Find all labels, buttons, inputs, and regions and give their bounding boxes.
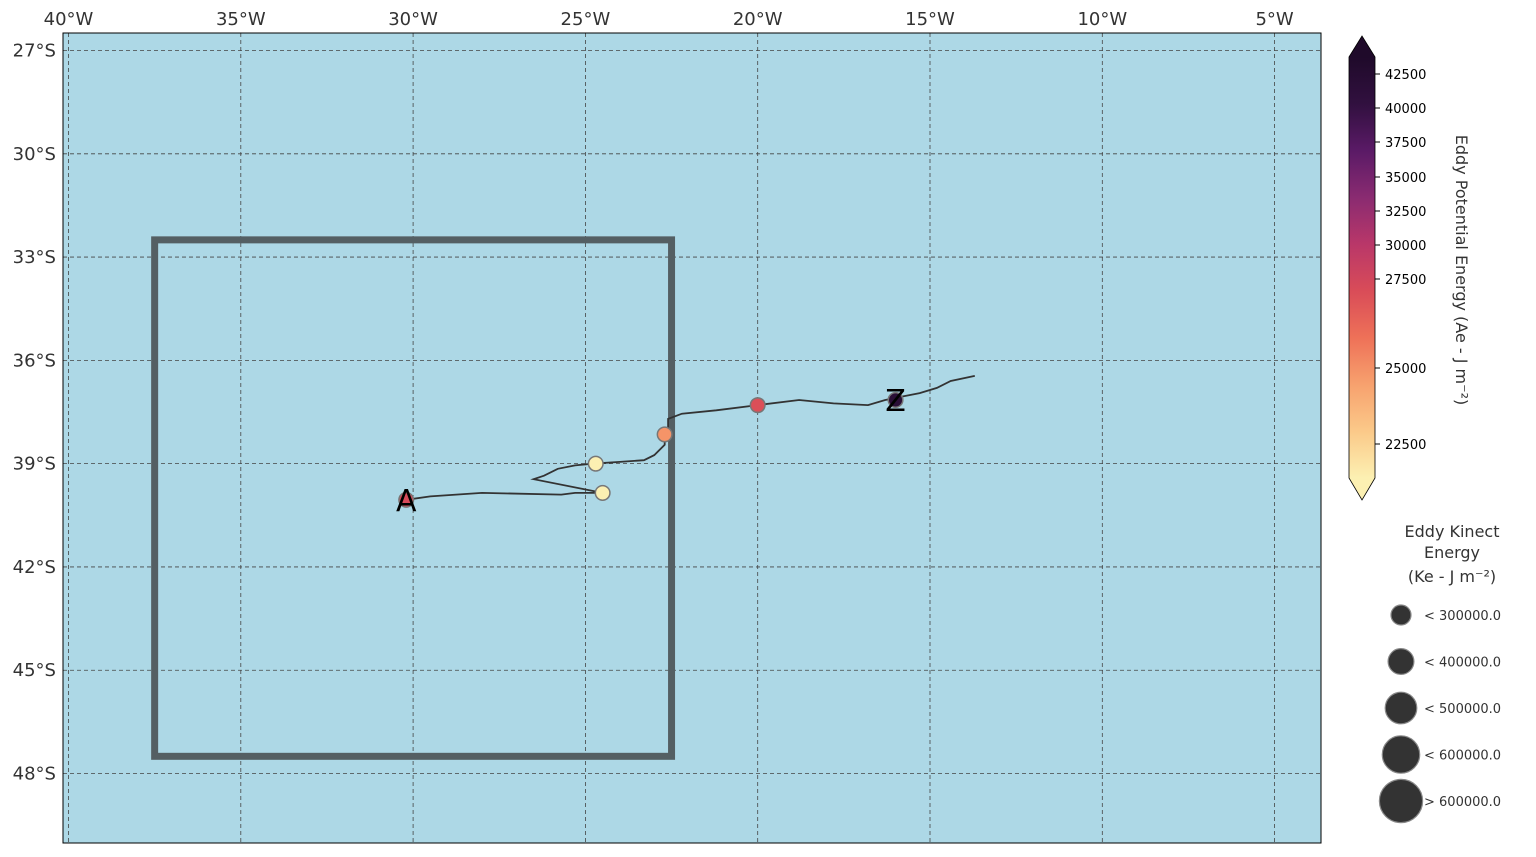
eddy-marker (749, 397, 766, 414)
lat-tick-label: 27°S (13, 41, 56, 62)
colorbar-ticks: 42500 40000 37500 35000 32500 30000 27500 25000… (1375, 68, 1426, 453)
eddy-marker (656, 426, 673, 443)
colorbar-tick-label: 35000 (1385, 171, 1426, 186)
latitude-tick-labels: 27°S 30°S 33°S 36°S 39°S 42°S 45°S 48°S (13, 41, 56, 785)
colorbar-tick-label: 40000 (1385, 102, 1426, 117)
eddy-marker (887, 391, 904, 409)
colorbar-tick-label: 22500 (1385, 438, 1426, 453)
eddy-marker (398, 491, 415, 508)
lat-tick-label: 36°S (13, 350, 56, 371)
size-legend-label: < 600000.0 (1424, 749, 1501, 764)
size-legend-label: < 400000.0 (1424, 656, 1501, 671)
lon-tick-label: 40°W (44, 9, 94, 30)
lat-tick-label: 33°S (13, 247, 56, 268)
size-legend-title-line-3: (Ke - J m⁻²) (1408, 567, 1496, 586)
size-legend-marker (1387, 647, 1415, 675)
size-legend-items: < 300000.0 < 400000.0 < 500000.0 < 600000.0… (1378, 604, 1501, 824)
size-legend-marker (1381, 735, 1421, 774)
graticule (63, 33, 1321, 843)
colorbar-extend-min (1349, 478, 1375, 500)
map-frame (62, 32, 1322, 844)
size-legend-title-line-1: Eddy Kinect (1405, 522, 1500, 541)
size-legend-marker (1378, 778, 1424, 824)
lon-tick-label: 15°W (905, 9, 955, 30)
ocean-background (63, 33, 1321, 843)
eddy-marker (587, 455, 604, 472)
lat-tick-label: 39°S (13, 454, 56, 475)
size-legend-marker (1384, 691, 1418, 725)
lat-tick-label: 30°S (13, 144, 56, 165)
map-content: AZ (151, 236, 975, 760)
study-region-box (151, 236, 676, 760)
size-legend-marker (1390, 604, 1412, 626)
colorbar-tick-label: 37500 (1385, 136, 1426, 151)
track-start-label: A (396, 484, 417, 519)
colorbar-tick-label: 30000 (1385, 239, 1426, 254)
lon-tick-label: 35°W (216, 9, 266, 30)
longitude-tick-labels: 40°W 35°W 30°W 25°W 20°W 15°W 10°W 5°W (44, 9, 1294, 30)
lat-tick-label: 45°S (13, 660, 56, 681)
lon-tick-label: 20°W (733, 9, 783, 30)
colorbar-outline (1348, 35, 1376, 501)
lon-tick-label: 25°W (561, 9, 611, 30)
track-end-label: Z (885, 384, 906, 419)
eddy-markers (398, 391, 904, 508)
colorbar-body (1349, 57, 1375, 478)
colorbar-tick-label: 27500 (1385, 273, 1426, 288)
size-legend-label: < 500000.0 (1424, 702, 1501, 717)
lat-tick-label: 48°S (13, 764, 56, 785)
size-legend-title-line-2: Energy (1424, 543, 1480, 562)
colorbar: 42500 40000 37500 35000 32500 30000 27500 25000… (1348, 35, 1471, 501)
colorbar-title: Eddy Potential Energy (Ae - J m⁻²) (1452, 135, 1471, 405)
lon-tick-label: 5°W (1255, 9, 1293, 30)
colorbar-extend-max (1349, 36, 1375, 57)
lat-tick-label: 42°S (13, 557, 56, 578)
colorbar-tick-label: 42500 (1385, 68, 1426, 83)
size-legend-label: < 300000.0 (1424, 609, 1501, 624)
size-legend-label: > 600000.0 (1424, 795, 1501, 810)
size-legend: Eddy Kinect Energy (Ke - J m⁻²) < 300000… (1378, 522, 1501, 824)
colorbar-tick-label: 25000 (1385, 362, 1426, 377)
lon-tick-label: 30°W (388, 9, 438, 30)
eddy-marker (594, 484, 611, 501)
colorbar-tick-label: 32500 (1385, 205, 1426, 220)
lon-tick-label: 10°W (1077, 9, 1127, 30)
